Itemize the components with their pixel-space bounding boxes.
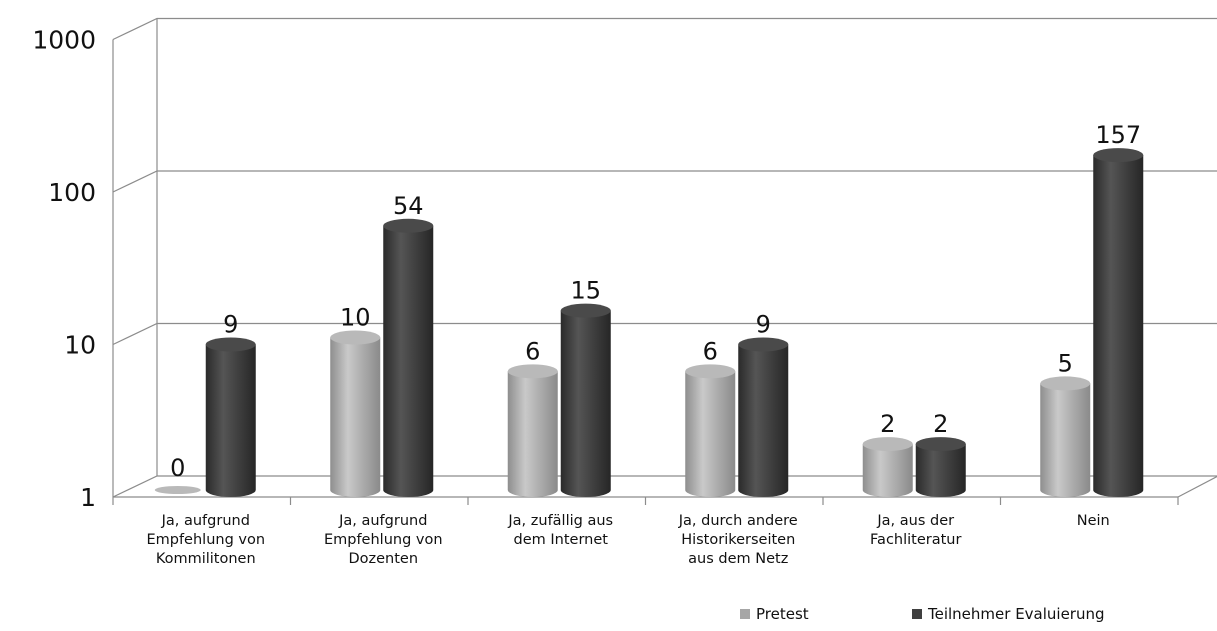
bar-top <box>507 364 558 379</box>
legend-label: Teilnehmer Evaluierung <box>927 605 1105 623</box>
bar-top <box>1040 376 1091 391</box>
bar-body <box>1093 155 1144 497</box>
bar-1-3 <box>738 337 789 497</box>
y-tick-label: 100 <box>48 178 96 207</box>
data-labels: 0 10 6 6 2 5 9 54 15 9 2 157 <box>170 121 1141 482</box>
legend-swatch <box>912 609 922 619</box>
bar-1-4 <box>915 437 966 497</box>
bar-top <box>383 218 434 233</box>
data-label: 0 <box>170 454 185 482</box>
bar-body <box>685 371 736 497</box>
legend-swatch <box>740 609 750 619</box>
data-label: 10 <box>340 304 371 332</box>
bar-top <box>862 437 913 452</box>
gridline <box>112 17 1217 41</box>
data-label: 15 <box>570 277 601 305</box>
category-label: Ja, aufgrund Empfehlung von Kommilitonen <box>146 513 265 567</box>
bar-top <box>560 303 611 318</box>
data-label: 5 <box>1058 349 1073 377</box>
gridline <box>112 170 1217 193</box>
bar-1-5 <box>1093 148 1144 497</box>
bar-body <box>507 371 558 497</box>
category-label: Nein <box>1077 513 1110 529</box>
bar-flat <box>154 486 201 494</box>
bar-top <box>205 337 256 352</box>
category-label: Ja, zufällig aus dem Internet <box>507 513 613 548</box>
category-label: Ja, aus der Fachliteratur <box>870 513 961 548</box>
bar-body <box>862 444 913 497</box>
bar-0-1 <box>330 330 381 497</box>
data-label: 6 <box>703 337 718 365</box>
data-label: 9 <box>756 310 771 338</box>
data-label: 2 <box>880 410 895 438</box>
bar-0-0 <box>154 486 201 494</box>
data-label: 6 <box>525 337 540 365</box>
category-labels: Ja, aufgrund Empfehlung von Kommilitonen Ja… <box>146 513 1109 567</box>
bars <box>154 148 1144 498</box>
bar-0-3 <box>685 364 736 497</box>
bar-0-4 <box>862 437 913 497</box>
bar-top <box>915 437 966 452</box>
bar-1-1 <box>383 218 434 498</box>
data-label: 157 <box>1095 121 1141 149</box>
legend-label: Pretest <box>756 605 809 623</box>
y-tick-label: 1 <box>80 483 96 512</box>
bar-1-0 <box>205 337 256 497</box>
y-tick-label: 10 <box>64 331 96 360</box>
data-label: 9 <box>223 310 238 338</box>
bar-top <box>1093 148 1144 163</box>
bar-body <box>383 225 434 498</box>
bar-top <box>330 330 381 345</box>
bar-top <box>685 364 736 379</box>
gridline <box>112 322 1217 346</box>
category-label: Ja, durch andere Historikerseiten aus dem … <box>678 513 798 567</box>
data-label: 54 <box>393 192 424 220</box>
floor-right-edge <box>1177 475 1217 498</box>
legend: Pretest Teilnehmer Evaluierung <box>740 605 1105 623</box>
bar-0-2 <box>507 364 558 497</box>
bar-body <box>560 310 611 497</box>
bar-body <box>1040 383 1091 497</box>
category-label: Ja, aufgrund Empfehlung von Dozenten <box>324 513 443 567</box>
bar-body <box>738 344 789 497</box>
bar-body <box>915 444 966 497</box>
bar-1-2 <box>560 303 611 497</box>
y-tick-label: 1000 <box>32 26 96 55</box>
data-label: 2 <box>933 410 948 438</box>
bar-top <box>738 337 789 352</box>
bar-body <box>205 344 256 497</box>
bar-body <box>330 337 381 497</box>
bar-0-5 <box>1040 376 1091 497</box>
